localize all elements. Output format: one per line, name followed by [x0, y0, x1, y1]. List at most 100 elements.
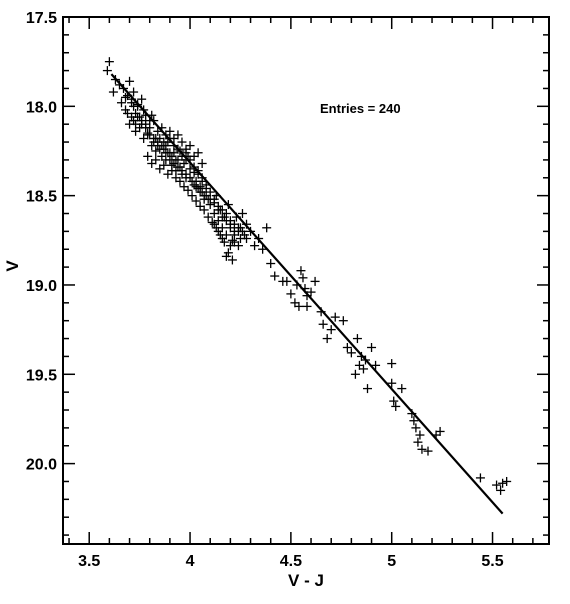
data-point	[217, 234, 227, 244]
data-point	[502, 476, 512, 486]
data-point	[391, 401, 401, 411]
data-point	[181, 148, 191, 158]
data-point	[229, 230, 239, 240]
data-point	[389, 396, 399, 406]
y-tick-label: 20.0	[26, 457, 57, 474]
data-point	[258, 244, 268, 254]
data-point	[352, 334, 362, 344]
data-point	[435, 426, 445, 436]
data-point	[159, 160, 169, 170]
data-point	[296, 266, 306, 276]
data-point	[350, 369, 360, 379]
data-point	[409, 416, 419, 426]
data-point	[346, 348, 356, 358]
data-point	[415, 430, 425, 440]
data-point	[151, 146, 161, 156]
fit-line	[110, 73, 504, 515]
data-point	[209, 198, 219, 208]
data-point	[161, 148, 171, 158]
data-point	[102, 66, 112, 76]
data-point	[496, 485, 506, 495]
data-point	[203, 212, 213, 222]
y-tick-label: 19.5	[26, 367, 57, 384]
data-point	[213, 226, 223, 236]
data-point	[227, 235, 237, 245]
data-point	[177, 137, 187, 147]
data-point	[197, 158, 207, 168]
data-points	[102, 57, 512, 495]
data-point	[209, 219, 219, 229]
data-point	[492, 480, 502, 490]
data-point	[175, 176, 185, 186]
data-point	[125, 76, 135, 86]
tick-labels: 3.5 4 4.5 5 5.5 17.5 18.0 18.5 19.0 19.5 20.0	[26, 10, 504, 570]
data-point	[121, 92, 131, 102]
data-point	[193, 148, 203, 158]
data-point	[183, 185, 193, 195]
y-tick-label: 17.5	[26, 10, 57, 27]
data-point	[187, 191, 197, 201]
data-point	[137, 94, 147, 104]
data-point	[342, 342, 352, 352]
data-point	[417, 444, 427, 454]
data-point	[475, 473, 485, 483]
data-point	[143, 151, 153, 161]
data-point	[191, 196, 201, 206]
data-point	[131, 119, 141, 129]
data-point	[104, 57, 114, 67]
x-axis-label: V - J	[288, 571, 324, 590]
data-point	[282, 276, 292, 286]
data-point	[108, 87, 118, 97]
data-point	[298, 273, 308, 283]
data-point	[411, 423, 421, 433]
data-point	[237, 226, 247, 236]
data-point	[363, 384, 373, 394]
data-point	[173, 130, 183, 140]
data-point	[306, 287, 316, 297]
data-point	[242, 234, 252, 244]
data-point	[302, 301, 312, 311]
data-point	[225, 223, 235, 233]
data-point	[310, 276, 320, 286]
data-point	[322, 334, 332, 344]
x-tick-label: 4	[186, 553, 195, 570]
axis-ticks	[63, 16, 549, 544]
data-point	[207, 217, 217, 227]
data-point	[294, 301, 304, 311]
data-point	[123, 108, 133, 118]
data-point	[227, 255, 237, 265]
data-point	[250, 241, 260, 251]
plot-frame	[62, 16, 550, 545]
data-point	[151, 155, 161, 165]
entries-annotation: Entries = 240	[320, 101, 401, 116]
data-point	[338, 316, 348, 326]
data-point	[326, 325, 336, 335]
data-point	[371, 360, 381, 370]
x-tick-label: 5	[387, 553, 396, 570]
y-axis-label: V	[3, 260, 22, 272]
data-point	[225, 241, 235, 251]
data-point	[498, 478, 508, 488]
data-point	[318, 319, 328, 329]
data-point	[141, 119, 151, 129]
x-tick-label: 3.5	[78, 553, 100, 570]
data-point	[330, 312, 340, 322]
y-tick-label: 18.5	[26, 189, 57, 206]
data-point	[167, 166, 177, 176]
data-point	[139, 133, 149, 143]
data-point	[266, 259, 276, 269]
data-point	[423, 446, 433, 456]
data-point	[157, 141, 167, 151]
data-point	[185, 173, 195, 183]
data-point	[221, 251, 231, 261]
x-tick-label: 5.5	[481, 553, 503, 570]
data-point	[199, 205, 209, 215]
data-point	[387, 359, 397, 369]
data-point	[116, 98, 126, 108]
data-point	[129, 87, 139, 97]
data-point	[195, 182, 205, 192]
data-point	[397, 384, 407, 394]
data-point	[286, 289, 296, 299]
data-point	[262, 223, 272, 233]
